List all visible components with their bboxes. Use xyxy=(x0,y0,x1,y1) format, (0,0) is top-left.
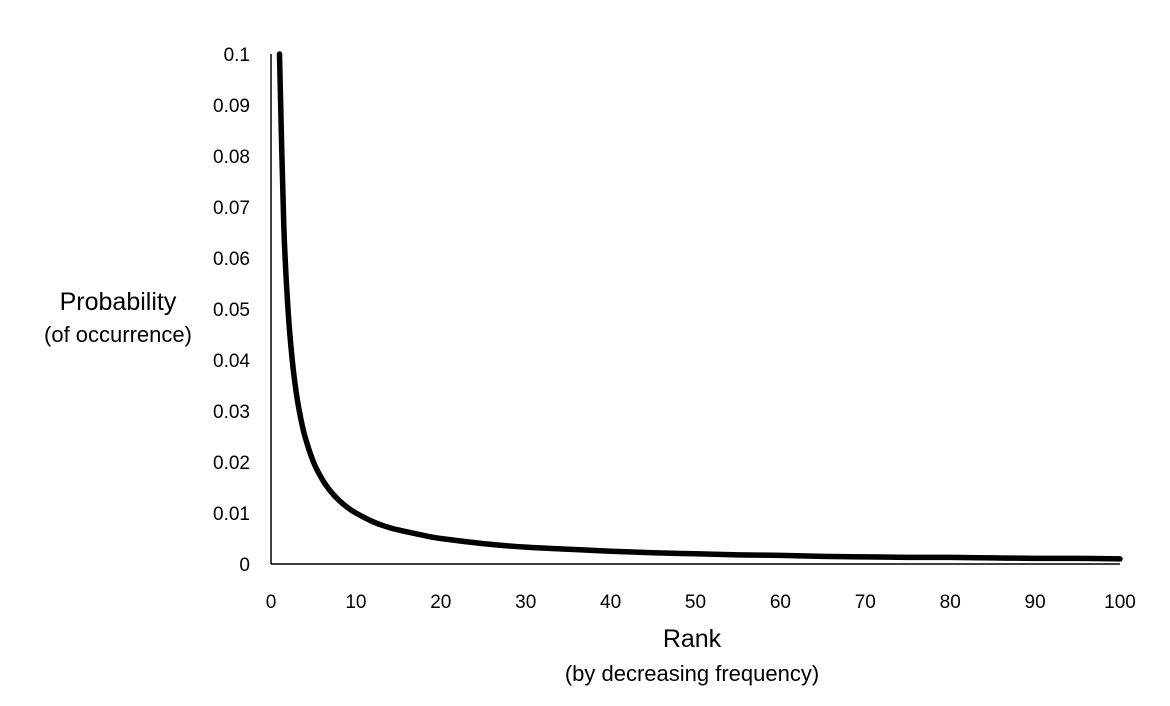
x-tick-label: 40 xyxy=(600,592,621,613)
y-axis-title: Probability xyxy=(60,288,177,316)
x-tick-label: 30 xyxy=(515,592,536,613)
x-tick-labels: 0 10 20 30 40 50 60 70 80 90 100 xyxy=(266,592,1136,613)
y-tick-label: 0 xyxy=(239,555,250,576)
x-tick-label: 10 xyxy=(345,592,366,613)
y-tick-label: 0.03 xyxy=(213,402,250,423)
y-tick-label: 0.1 xyxy=(224,45,250,66)
x-tick-label: 90 xyxy=(1025,592,1046,613)
x-tick-label: 0 xyxy=(266,592,277,613)
x-axis-title: Rank xyxy=(663,625,722,653)
x-tick-label: 80 xyxy=(940,592,961,613)
y-tick-label: 0.04 xyxy=(213,351,250,372)
x-axis-subtitle: (by decreasing frequency) xyxy=(565,661,819,686)
x-tick-label: 100 xyxy=(1104,592,1136,613)
y-tick-labels: 0 0.01 0.02 0.03 0.04 0.05 0.06 0.07 0.08 0.09 0.1 xyxy=(213,45,250,576)
y-tick-label: 0.08 xyxy=(213,147,250,168)
y-tick-label: 0.06 xyxy=(213,249,250,270)
y-tick-label: 0.02 xyxy=(213,453,250,474)
x-tick-label: 70 xyxy=(855,592,876,613)
y-axis-subtitle: (of occurrence) xyxy=(44,322,192,347)
y-tick-label: 0.09 xyxy=(213,96,250,117)
series-line xyxy=(276,51,1123,562)
x-tick-label: 20 xyxy=(430,592,451,613)
x-tick-label: 50 xyxy=(685,592,706,613)
y-tick-label: 0.07 xyxy=(213,198,250,219)
y-tick-label: 0.05 xyxy=(213,300,250,321)
y-tick-label: 0.01 xyxy=(213,504,250,525)
x-tick-label: 60 xyxy=(770,592,791,613)
